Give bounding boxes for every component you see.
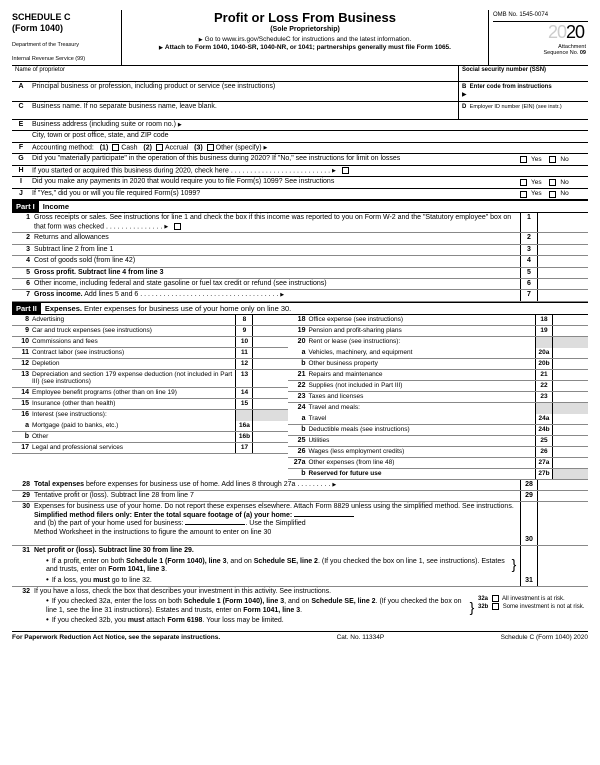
form-footer: For Paperwork Reduction Act Notice, see … <box>12 631 588 642</box>
row-c-letter: C <box>12 102 30 119</box>
schedule-label: SCHEDULE C <box>12 12 117 23</box>
row-g-letter: G <box>12 154 30 164</box>
goto-text: Go to www.irs.gov/ScheduleC for instruct… <box>126 36 484 44</box>
omb-label: OMB No. 1545-0074 <box>493 10 588 22</box>
expenses-grid: 8Advertising8 9Car and truck expenses (s… <box>12 315 588 480</box>
row-e1-text: Business address (including suite or roo… <box>30 120 588 130</box>
i-yes[interactable] <box>520 179 527 186</box>
line7-desc: Gross income. Add lines 5 and 6 . . . . … <box>34 290 520 300</box>
part2-label: Part II <box>12 303 41 314</box>
part1-title: Income <box>39 202 69 211</box>
row-e2-text: City, town or post office, state, and ZI… <box>30 131 588 141</box>
header-right: OMB No. 1545-0074 20202020 AttachmentSeq… <box>488 10 588 65</box>
footer-center: Cat. No. 11334P <box>337 634 385 642</box>
line31-desc: Net profit or (loss). Subtract line 30 f… <box>34 546 508 586</box>
check-32b[interactable] <box>492 603 499 610</box>
tax-year: 20202020 <box>493 22 588 44</box>
line5-amt[interactable] <box>538 268 588 278</box>
row-g-text: Did you "materially participate" in the … <box>30 154 518 164</box>
g-no[interactable] <box>549 156 556 163</box>
line2-desc: Returns and allowances <box>34 233 520 243</box>
row-b-box: B Enter code from instructions ▶ <box>458 82 588 101</box>
j-yes[interactable] <box>520 191 527 198</box>
part2-title: Expenses. Enter expenses for business us… <box>41 304 291 313</box>
line4-desc: Cost of goods sold (from line 42) <box>34 256 520 266</box>
row-j-letter: J <box>12 189 30 199</box>
line7-amt[interactable] <box>538 290 588 300</box>
line30-desc: Expenses for business use of your home. … <box>34 502 520 545</box>
line4-amt[interactable] <box>538 256 588 266</box>
header-center: Profit or Loss From Business (Sole Propr… <box>122 10 488 65</box>
footer-left: For Paperwork Reduction Act Notice, see … <box>12 634 220 642</box>
row-h-letter: H <box>12 166 30 177</box>
line32-checks: 32a All investment is at risk. 32b Some … <box>478 587 588 631</box>
line3-amt[interactable] <box>538 245 588 255</box>
proprietor-row: Name of proprietor Social security numbe… <box>12 66 588 82</box>
j-no[interactable] <box>549 191 556 198</box>
header-left: SCHEDULE C (Form 1040) Department of the… <box>12 10 122 65</box>
line1-check[interactable] <box>174 223 181 230</box>
form-title: Profit or Loss From Business <box>126 10 484 26</box>
line1-desc: Gross receipts or sales. See instruction… <box>34 213 520 232</box>
part2-header: Part II Expenses. Enter expenses for bus… <box>12 302 588 315</box>
footer-right: Schedule C (Form 1040) 2020 <box>501 634 588 642</box>
line32-desc: If you have a loss, check the box that d… <box>34 587 466 631</box>
line29-desc: Tentative profit or (loss). Subtract lin… <box>34 491 520 501</box>
seq-label: AttachmentSequence No. 09 <box>493 44 588 57</box>
line1-amt[interactable] <box>538 213 588 232</box>
checkbox-cash[interactable] <box>112 144 119 151</box>
part1-header: Part I Income <box>12 200 588 213</box>
row-a-letter: A <box>12 82 30 101</box>
row-f-letter: F <box>12 143 30 154</box>
i-no[interactable] <box>549 179 556 186</box>
part1-label: Part I <box>12 201 39 212</box>
h-check[interactable] <box>342 167 349 174</box>
row-c-text: Business name. If no separate business n… <box>30 102 458 119</box>
form-subtitle: (Sole Proprietorship) <box>126 26 484 34</box>
proprietor-name-label: Name of proprietor <box>12 66 458 81</box>
row-i-letter: I <box>12 177 30 187</box>
row-f-text: Accounting method: (1) Cash (2) Accrual … <box>30 143 588 154</box>
line3-desc: Subtract line 2 from line 1 <box>34 245 520 255</box>
ssn-label: Social security number (SSN) <box>458 66 588 81</box>
line2-amt[interactable] <box>538 233 588 243</box>
form-header: SCHEDULE C (Form 1040) Department of the… <box>12 10 588 66</box>
dept-label: Department of the Treasury <box>12 42 117 49</box>
check-32a[interactable] <box>492 595 499 602</box>
row-j-text: If "Yes," did you or will you file requi… <box>30 189 518 199</box>
row-a-text: Principal business or profession, includ… <box>30 82 458 101</box>
checkbox-other[interactable] <box>207 144 214 151</box>
irs-label: Internal Revenue Service (99) <box>12 56 117 63</box>
row-d-box: D Employer ID number (EIN) (see instr.) <box>458 102 588 119</box>
form-label: (Form 1040) <box>12 23 117 34</box>
row-e-letter: E <box>12 120 30 130</box>
row-h-text: If you started or acquired this business… <box>30 166 588 177</box>
checkbox-accrual[interactable] <box>156 144 163 151</box>
g-yes[interactable] <box>520 156 527 163</box>
form-page: SCHEDULE C (Form 1040) Department of the… <box>0 0 600 652</box>
line5-desc: Gross profit. Subtract line 4 from line … <box>34 268 520 278</box>
line6-amt[interactable] <box>538 279 588 289</box>
line6-desc: Other income, including federal and stat… <box>34 279 520 289</box>
line28-desc: Total expenses before expenses for busin… <box>34 480 520 490</box>
row-i-text: Did you make any payments in 2020 that w… <box>30 177 518 187</box>
attach-text: Attach to Form 1040, 1040-SR, 1040-NR, o… <box>126 44 484 52</box>
